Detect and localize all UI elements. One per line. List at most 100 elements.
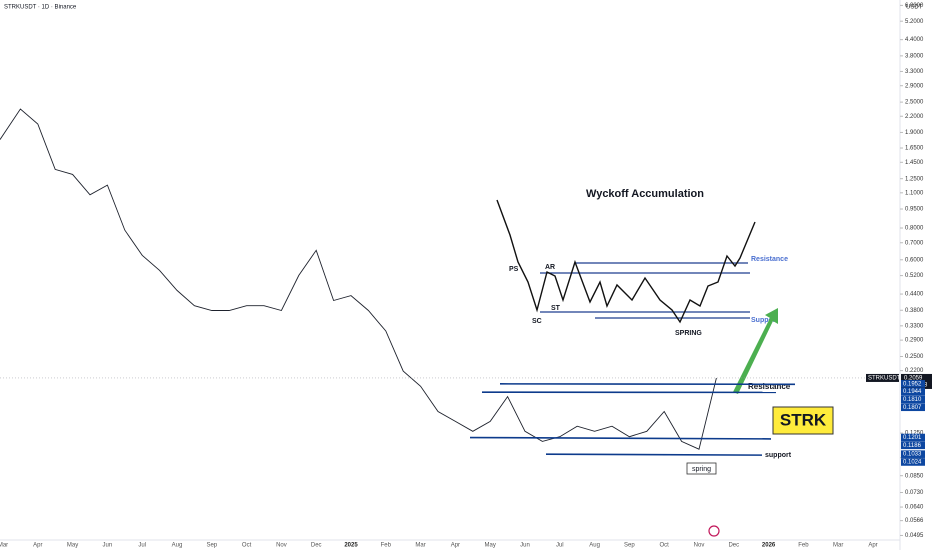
y-tick-label: 0.7000 <box>905 240 924 246</box>
y-tick-label: 1.6500 <box>905 146 924 152</box>
x-tick-label: Mar <box>0 543 8 549</box>
x-tick-label: Nov <box>276 543 287 549</box>
annotation: Resistance <box>748 382 791 391</box>
x-tick-label: Mar <box>833 543 843 549</box>
y-tick-label: 0.5200 <box>905 273 924 279</box>
y-tick-label: 1.2500 <box>905 176 924 182</box>
y-tick-label: 0.2500 <box>905 354 924 360</box>
y-tick-label: 0.2200 <box>905 368 924 374</box>
inset-label: Resistance <box>751 256 788 263</box>
price-label: 0.1033 <box>903 452 922 458</box>
price-label: 0.1952 <box>903 381 922 387</box>
price-label-box <box>901 395 925 404</box>
x-tick-label: 2025 <box>344 543 358 549</box>
y-tick-label: 1.4500 <box>905 160 924 166</box>
y-tick-label: 4.4000 <box>905 37 924 43</box>
x-tick-label: Sep <box>206 543 217 549</box>
price-label-box <box>901 433 925 442</box>
annotation: spring <box>692 466 711 473</box>
x-tick-label: May <box>67 543 78 549</box>
price-label: 0.1186 <box>903 443 922 449</box>
x-tick-label: Oct <box>242 543 252 549</box>
y-tick-label: 0.0730 <box>905 490 924 496</box>
x-tick-label: Dec <box>311 543 322 549</box>
price-label: 0.1944 <box>903 389 922 395</box>
inset-label: AR <box>545 264 555 271</box>
inset-label: SC <box>532 318 542 325</box>
icon[interactable] <box>708 525 720 537</box>
y-tick-label: 0.0566 <box>905 518 924 524</box>
y-tick-label: 0.6000 <box>905 257 924 263</box>
y-tick-label: 1.9000 <box>905 130 924 136</box>
inset-title: Wyckoff Accumulation <box>586 188 704 200</box>
badge <box>772 406 834 435</box>
y-tick-label: 0.8000 <box>905 226 924 232</box>
x-tick-label: Jul <box>138 543 146 549</box>
inset-label: Support <box>751 317 778 324</box>
y-tick-label: 1.1000 <box>905 190 924 196</box>
x-tick-label: May <box>485 543 496 549</box>
y-tick-label: 0.9500 <box>905 207 924 213</box>
chart-title: STRKUSDT · 1D · Binance <box>4 5 77 11</box>
x-tick-label: Feb <box>381 543 392 549</box>
y-tick-label: 5.2000 <box>905 19 924 25</box>
x-tick-label: Mar <box>415 543 425 549</box>
y-tick-label: 3.3000 <box>905 69 924 75</box>
price-label-box <box>901 441 925 450</box>
inset-label: ST <box>551 305 561 312</box>
price-label: 0.1024 <box>903 460 922 466</box>
y-tick-label: 0.0640 <box>905 505 924 511</box>
x-tick-label: Dec <box>728 543 739 549</box>
y-tick-label: 0.1250 <box>905 431 924 437</box>
y-tick-label: 0.0850 <box>905 473 924 479</box>
level-line <box>545 453 763 456</box>
price-line <box>0 108 717 450</box>
badge-text: STRK <box>780 410 827 429</box>
y-tick-label: 2.2000 <box>905 114 924 120</box>
symbol-label: STRKUSDT <box>868 376 901 382</box>
x-tick-label: 2026 <box>762 543 776 549</box>
x-tick-label: Apr <box>868 543 877 549</box>
y-tick-label: 2.5000 <box>905 100 924 106</box>
x-tick-label: Jun <box>103 543 113 549</box>
level-line <box>469 436 772 440</box>
x-tick-label: Nov <box>694 543 705 549</box>
annotation-box <box>686 462 717 475</box>
last-price-label: 0.2059 <box>904 376 923 382</box>
price-label-box <box>901 380 925 388</box>
price-label: 0.1201 <box>903 435 922 441</box>
price-label: 0.1807 <box>903 405 922 411</box>
y-tick-label: 2.9000 <box>905 83 924 89</box>
x-tick-label: Aug <box>589 543 600 549</box>
price-label-box <box>901 403 925 412</box>
x-tick-label: Sep <box>624 543 635 549</box>
y-tick-label: 0.3800 <box>905 308 924 314</box>
annotation: support <box>765 452 792 459</box>
x-tick-label: Aug <box>172 543 183 549</box>
x-tick-label: Feb <box>798 543 809 549</box>
y-axis-label: USDT <box>906 5 923 11</box>
x-tick-label: Jul <box>556 543 564 549</box>
x-tick-label: Apr <box>451 543 460 549</box>
x-tick-label: Oct <box>660 543 670 549</box>
symbol-box <box>866 373 899 382</box>
y-tick-label: 0.4400 <box>905 292 924 298</box>
y-tick-label: 6.0000 <box>905 3 924 9</box>
inset-label: PS <box>509 266 519 273</box>
y-tick-label: 3.8000 <box>905 53 924 59</box>
y-tick-label: 0.0495 <box>905 533 924 539</box>
inset-schematic <box>496 199 756 324</box>
inset-label: SPRING <box>675 330 702 337</box>
wyckoff-inset: Wyckoff Accumulation PS AR SC ST SPRING … <box>496 188 788 337</box>
price-label-box <box>901 458 925 466</box>
price-label-box <box>901 387 925 396</box>
y-tick-label: 0.3300 <box>905 323 924 329</box>
price-label: 0.1810 <box>903 397 922 403</box>
y-tick-label: 0.2900 <box>905 338 924 344</box>
arrow <box>733 308 778 394</box>
x-tick-label: Apr <box>33 543 42 549</box>
price-label-box <box>901 450 925 458</box>
